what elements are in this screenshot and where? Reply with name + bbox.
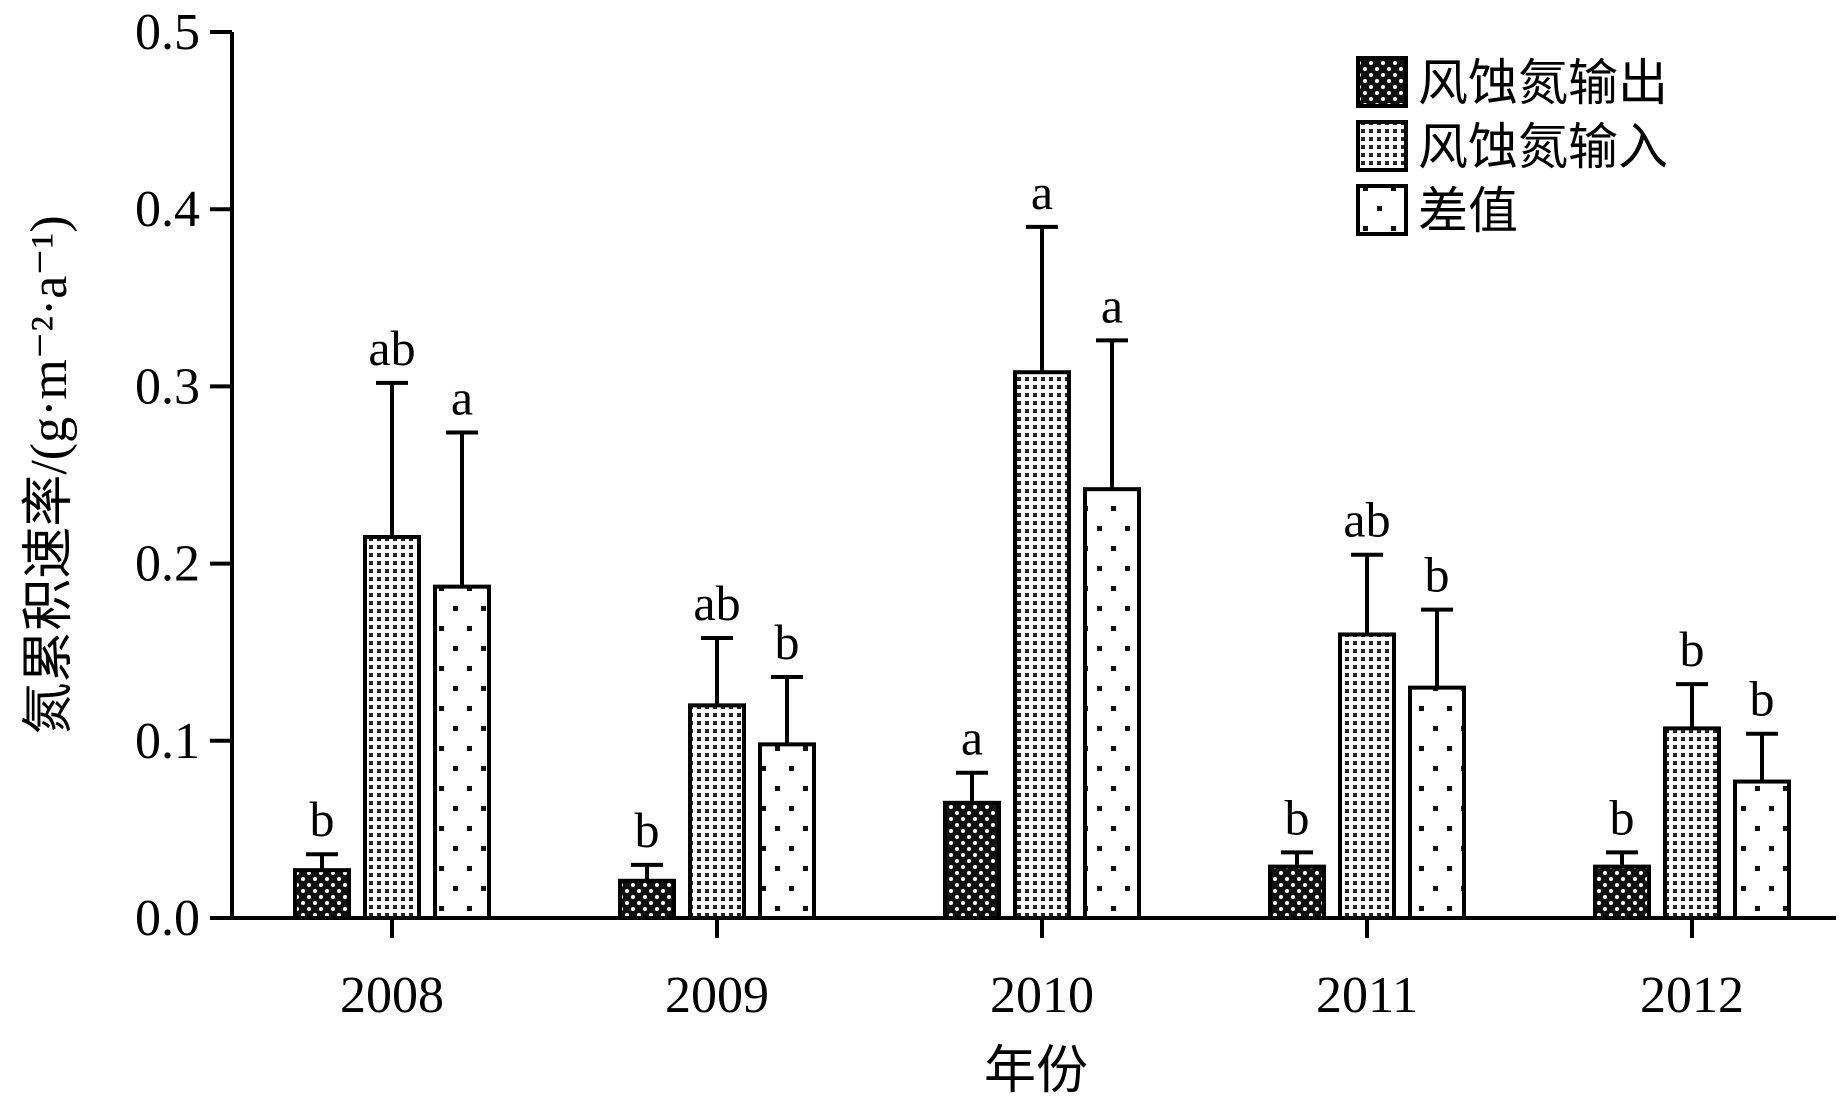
bar bbox=[1013, 370, 1071, 920]
error-bars bbox=[306, 224, 1778, 881]
significance-label: b bbox=[1285, 789, 1310, 845]
bar bbox=[1663, 726, 1721, 920]
y-tick-label: 0.0 bbox=[135, 890, 200, 947]
bar bbox=[363, 535, 421, 921]
y-tick-label: 0.5 bbox=[135, 4, 200, 61]
x-tick-label: 2009 bbox=[665, 967, 769, 1024]
bar bbox=[1593, 864, 1651, 920]
bar bbox=[1268, 864, 1326, 920]
legend-swatch bbox=[1356, 184, 1408, 236]
significance-label: ab bbox=[693, 575, 740, 631]
bar bbox=[1733, 779, 1791, 921]
significance-label: b bbox=[775, 614, 800, 670]
significance-label: a bbox=[1031, 164, 1053, 220]
bar bbox=[688, 703, 746, 920]
significance-label: ab bbox=[1343, 492, 1390, 548]
bar bbox=[293, 868, 351, 921]
x-tick-label: 2012 bbox=[1640, 967, 1744, 1024]
bar bbox=[1408, 685, 1466, 921]
legend-swatch bbox=[1356, 120, 1408, 172]
significance-label: a bbox=[1101, 277, 1123, 333]
x-ticks: 2008 2009 2010 2011 2012 bbox=[340, 918, 1744, 1024]
significance-label: b bbox=[1680, 621, 1705, 677]
bar bbox=[433, 584, 491, 920]
x-axis-title: 年份 bbox=[984, 1043, 1088, 1100]
x-tick-label: 2011 bbox=[1316, 967, 1418, 1024]
legend-label: 风蚀氮输入 bbox=[1418, 119, 1668, 175]
x-tick-label: 2008 bbox=[340, 967, 444, 1024]
legend-label: 风蚀氮输出 bbox=[1418, 55, 1668, 111]
y-tick-label: 0.2 bbox=[135, 536, 200, 593]
significance-label: a bbox=[451, 369, 473, 425]
y-tick-label: 0.3 bbox=[135, 358, 200, 415]
bar bbox=[943, 800, 1001, 921]
bar bbox=[1338, 632, 1396, 920]
significance-label: b bbox=[310, 791, 335, 847]
bar bbox=[618, 878, 676, 921]
y-ticks: 0.0 0.1 0.2 0.3 0.4 0.5 bbox=[135, 4, 232, 947]
significance-label: b bbox=[1750, 671, 1775, 727]
y-tick-label: 0.4 bbox=[135, 181, 200, 238]
bar bbox=[1083, 487, 1141, 920]
bar bbox=[758, 742, 816, 920]
significance-label: b bbox=[635, 802, 660, 858]
legend-label: 差值 bbox=[1418, 183, 1518, 239]
bars bbox=[293, 370, 1791, 921]
y-axis-title: 氮累积速率/(g·m⁻²·a⁻¹) bbox=[21, 215, 78, 734]
legend-swatch bbox=[1356, 56, 1408, 108]
x-tick-label: 2010 bbox=[990, 967, 1094, 1024]
significance-label: b bbox=[1610, 789, 1635, 845]
significance-label: a bbox=[961, 710, 983, 766]
significance-label: ab bbox=[368, 320, 415, 376]
y-tick-label: 0.1 bbox=[135, 713, 200, 770]
significance-label: b bbox=[1425, 547, 1450, 603]
